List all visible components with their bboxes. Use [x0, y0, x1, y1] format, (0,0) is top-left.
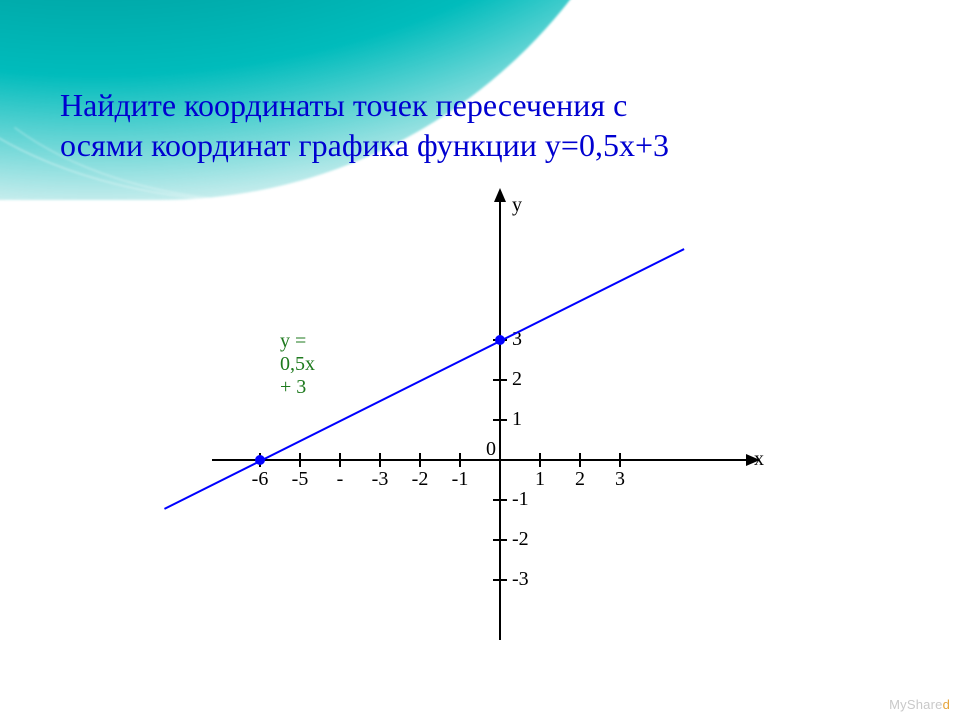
x-tick [339, 453, 341, 467]
x-tick [379, 453, 381, 467]
origin-label: 0 [486, 438, 496, 461]
x-tick-label: 1 [526, 468, 554, 491]
y-tick [493, 379, 507, 381]
y-tick-label: -1 [512, 488, 529, 511]
intersection-dot [255, 455, 265, 465]
x-tick [459, 453, 461, 467]
y-tick [493, 539, 507, 541]
x-tick-label: -6 [246, 468, 274, 491]
y-tick [493, 499, 507, 501]
x-tick-label: 3 [606, 468, 634, 491]
slide: Найдите координаты точек пересечения с о… [0, 0, 960, 720]
y-tick-label: 2 [512, 368, 522, 391]
y-axis-label: y [512, 194, 522, 217]
x-axis [212, 459, 748, 461]
x-tick [299, 453, 301, 467]
x-tick [579, 453, 581, 467]
y-tick [493, 579, 507, 581]
x-tick [619, 453, 621, 467]
y-tick [493, 419, 507, 421]
watermark: MyShared [889, 697, 950, 712]
watermark-text-2: d [943, 697, 950, 712]
watermark-text-1: MyShare [889, 697, 942, 712]
y-tick-label: -2 [512, 528, 529, 551]
y-tick-label: -3 [512, 568, 529, 591]
intersection-dot [495, 335, 505, 345]
x-tick-label: -5 [286, 468, 314, 491]
slide-title: Найдите координаты точек пересечения с о… [60, 85, 920, 165]
x-tick-label: -1 [446, 468, 474, 491]
x-tick-label: - [326, 468, 354, 491]
function-label: y = 0,5х + 3 [280, 330, 315, 399]
y-axis-arrow [494, 188, 506, 202]
x-tick [419, 453, 421, 467]
x-tick-label: -2 [406, 468, 434, 491]
y-tick-label: 1 [512, 408, 522, 431]
x-axis-label: x [754, 448, 764, 471]
x-tick-label: 2 [566, 468, 594, 491]
x-tick [539, 453, 541, 467]
x-tick-label: -3 [366, 468, 394, 491]
